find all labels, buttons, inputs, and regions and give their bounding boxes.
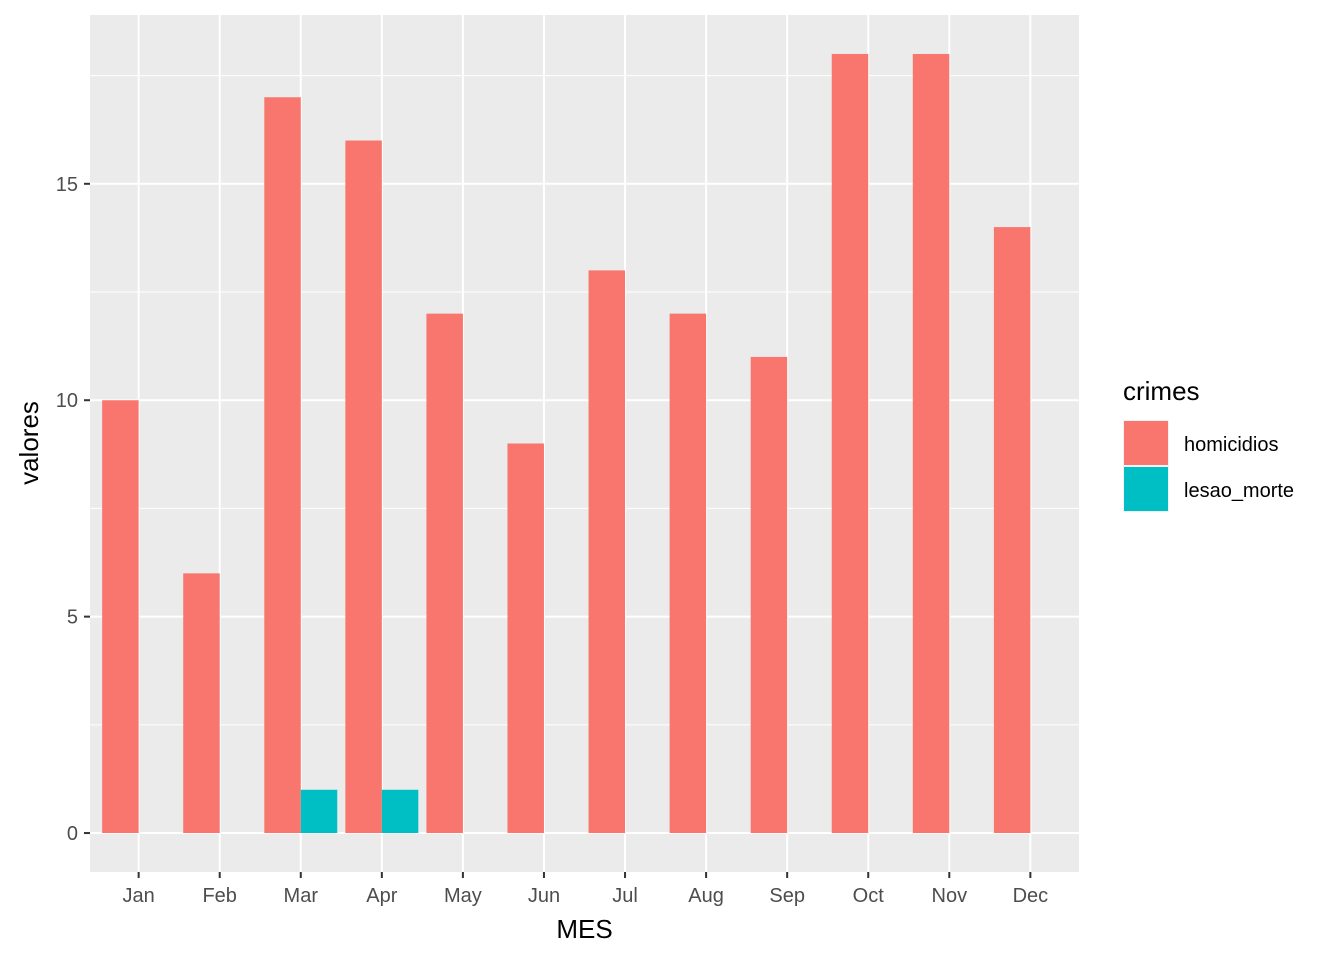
bar-homicidios-Mar (264, 97, 301, 834)
legend-label: homicidios (1184, 434, 1278, 456)
bar-homicidios-Feb (183, 573, 220, 834)
legend: crimes homicidios lesao_morte (1123, 376, 1294, 512)
x-axis: Jan Feb Mar Apr May Jun Jul Aug Sep Oct Nov Dec (123, 872, 1049, 907)
bar-homicidios-Sep (750, 356, 788, 834)
bars (102, 53, 1031, 834)
legend-label: lesao_morte (1184, 480, 1294, 502)
x-tick-label: Jan (123, 885, 155, 907)
bar-homicidios-Nov (912, 53, 950, 834)
bar-lesao_morte-Apr (381, 789, 419, 834)
legend-key-lesao_morte (1124, 467, 1168, 511)
bar-homicidios-Jul (588, 270, 626, 834)
x-tick-label: Aug (688, 885, 724, 907)
x-tick-label: Dec (1013, 885, 1049, 907)
x-tick-label: Jul (612, 885, 638, 907)
y-tick-label: 0 (67, 823, 78, 845)
x-tick-label: Nov (932, 885, 968, 907)
bar-homicidios-Apr (345, 140, 382, 834)
legend-title: crimes (1123, 376, 1200, 406)
bar-homicidios-Oct (831, 53, 869, 834)
x-tick-label: Feb (202, 885, 236, 907)
legend-key-homicidios (1124, 421, 1168, 465)
y-axis-title: valores (14, 401, 44, 485)
bar-homicidios-May (426, 313, 463, 834)
x-tick-label: Sep (769, 885, 805, 907)
bar-homicidios-Aug (669, 313, 707, 834)
x-tick-label: Jun (528, 885, 560, 907)
y-axis: 0 5 10 15 (56, 174, 90, 845)
bar-lesao_morte-Mar (300, 789, 338, 834)
bar-homicidios-Jan (102, 400, 139, 834)
bar-homicidios-Jun (507, 443, 544, 834)
x-tick-label: May (444, 885, 482, 907)
x-tick-label: Mar (284, 885, 319, 907)
x-tick-label: Oct (853, 885, 885, 907)
y-tick-label: 5 (67, 607, 78, 629)
x-axis-title: MES (556, 914, 612, 944)
bar-homicidios-Dec (993, 227, 1031, 834)
x-tick-label: Apr (366, 885, 397, 907)
y-tick-label: 15 (56, 174, 78, 196)
y-tick-label: 10 (56, 390, 78, 412)
